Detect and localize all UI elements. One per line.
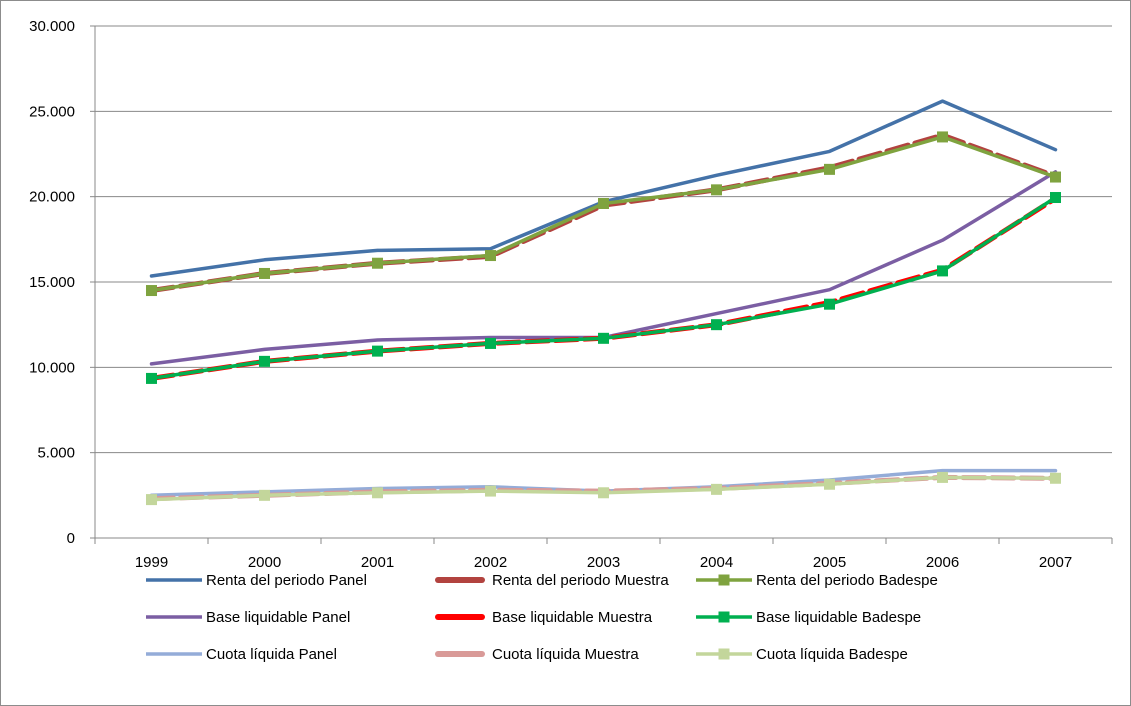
series-6-point-6 [824, 163, 835, 175]
series-8-point-6 [824, 478, 835, 490]
series-6-point-3 [485, 250, 496, 262]
y-tick-label-4: 20.000 [29, 189, 75, 206]
series-8-point-7 [937, 471, 948, 483]
x-tick-label-3: 2002 [474, 554, 507, 571]
y-tick-label-5: 25.000 [29, 103, 75, 120]
legend-label-1: Base liquidable Panel [206, 609, 350, 626]
series-7-point-1 [259, 355, 270, 367]
legend-label-6: Renta del periodo Badespe [756, 572, 938, 589]
x-tick-label-8: 2007 [1039, 554, 1072, 571]
series-7-point-4 [598, 332, 609, 344]
series-line-3 [149, 132, 1058, 293]
y-tick-label-3: 15.000 [29, 274, 75, 291]
series-6-point-5 [711, 184, 722, 196]
legend-marker-6 [718, 574, 730, 586]
y-tick-label-6: 30.000 [29, 18, 75, 35]
x-tick-label-1: 2000 [248, 554, 281, 571]
legend-label-4: Base liquidable Muestra [492, 609, 653, 626]
series-6-point-8 [1050, 171, 1061, 183]
y-tick-label-2: 10.000 [29, 359, 75, 376]
legend-label-3: Renta del periodo Muestra [492, 572, 669, 589]
series-8-point-0 [146, 494, 157, 506]
legend-label-0: Renta del periodo Panel [206, 572, 367, 589]
y-tick-label-1: 5.000 [37, 445, 75, 462]
x-tick-label-7: 2006 [926, 554, 959, 571]
legend-marker-8 [718, 648, 730, 660]
series-7-point-0 [146, 372, 157, 384]
series-6-point-0 [146, 285, 157, 297]
x-tick-label-0: 1999 [135, 554, 168, 571]
x-tick-label-4: 2003 [587, 554, 620, 571]
y-tick-label-0: 0 [67, 530, 75, 547]
series-8-point-8 [1050, 472, 1061, 484]
series-7-point-8 [1050, 192, 1061, 204]
x-tick-label-6: 2005 [813, 554, 846, 571]
series-7-point-5 [711, 319, 722, 331]
legend-label-8: Cuota líquida Badespe [756, 646, 908, 663]
series-8-point-5 [711, 483, 722, 495]
series-7-point-2 [372, 345, 383, 357]
series-8-point-3 [485, 485, 496, 497]
series-8-point-1 [259, 489, 270, 501]
series-6-point-1 [259, 267, 270, 279]
series-line-4 [149, 195, 1058, 381]
legend-marker-7 [718, 611, 730, 623]
series-7-point-7 [937, 265, 948, 277]
series-line-7 [149, 195, 1058, 381]
series-6-point-7 [937, 131, 948, 143]
series-line-6 [149, 135, 1058, 293]
series-8-point-2 [372, 487, 383, 499]
legend-label-5: Cuota líquida Muestra [492, 646, 639, 663]
x-tick-label-2: 2001 [361, 554, 394, 571]
legend-label-2: Cuota líquida Panel [206, 646, 337, 663]
x-tick-label-5: 2004 [700, 554, 733, 571]
series-6-point-2 [372, 257, 383, 269]
series-8-point-4 [598, 487, 609, 499]
series-7-point-6 [824, 298, 835, 310]
series-6-point-4 [598, 197, 609, 209]
series-7-point-3 [485, 337, 496, 349]
legend-label-7: Base liquidable Badespe [756, 609, 921, 626]
